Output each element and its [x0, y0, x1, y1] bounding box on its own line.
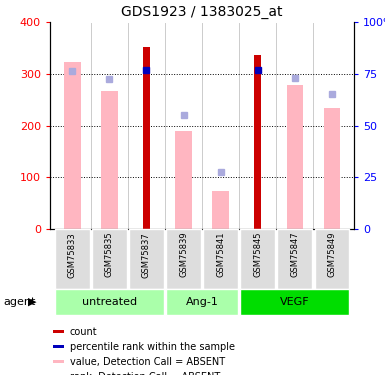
Text: GSM75835: GSM75835: [105, 232, 114, 278]
Bar: [324, 108, 340, 229]
Text: percentile rank within the sample: percentile rank within the sample: [70, 342, 235, 351]
Text: GSM75849: GSM75849: [328, 232, 336, 277]
Text: untreated: untreated: [82, 297, 137, 307]
Bar: [240, 229, 275, 289]
Bar: [166, 229, 201, 289]
Bar: [101, 91, 118, 229]
Bar: [129, 229, 164, 289]
Text: GSM75833: GSM75833: [68, 232, 77, 278]
Text: GSM75837: GSM75837: [142, 232, 151, 278]
Bar: [53, 360, 64, 363]
Text: GSM75839: GSM75839: [179, 232, 188, 278]
Text: ▶: ▶: [28, 297, 36, 307]
Bar: [143, 47, 150, 229]
Text: GSM75847: GSM75847: [290, 232, 300, 278]
Bar: [64, 62, 80, 229]
Bar: [254, 55, 261, 229]
Text: rank, Detection Call = ABSENT: rank, Detection Call = ABSENT: [70, 372, 220, 375]
Text: Ang-1: Ang-1: [186, 297, 219, 307]
Bar: [166, 289, 238, 315]
Text: GSM75841: GSM75841: [216, 232, 225, 277]
Title: GDS1923 / 1383025_at: GDS1923 / 1383025_at: [121, 5, 283, 19]
Bar: [286, 86, 303, 229]
Bar: [240, 289, 349, 315]
Bar: [315, 229, 349, 289]
Text: value, Detection Call = ABSENT: value, Detection Call = ABSENT: [70, 357, 225, 366]
Bar: [55, 289, 164, 315]
Text: VEGF: VEGF: [280, 297, 310, 307]
Bar: [175, 131, 192, 229]
Text: count: count: [70, 327, 97, 336]
Text: GSM75845: GSM75845: [253, 232, 262, 277]
Bar: [203, 229, 238, 289]
Bar: [278, 229, 312, 289]
Bar: [55, 229, 90, 289]
Text: agent: agent: [4, 297, 36, 307]
Bar: [212, 191, 229, 229]
Bar: [53, 345, 64, 348]
Bar: [53, 330, 64, 333]
Bar: [92, 229, 127, 289]
